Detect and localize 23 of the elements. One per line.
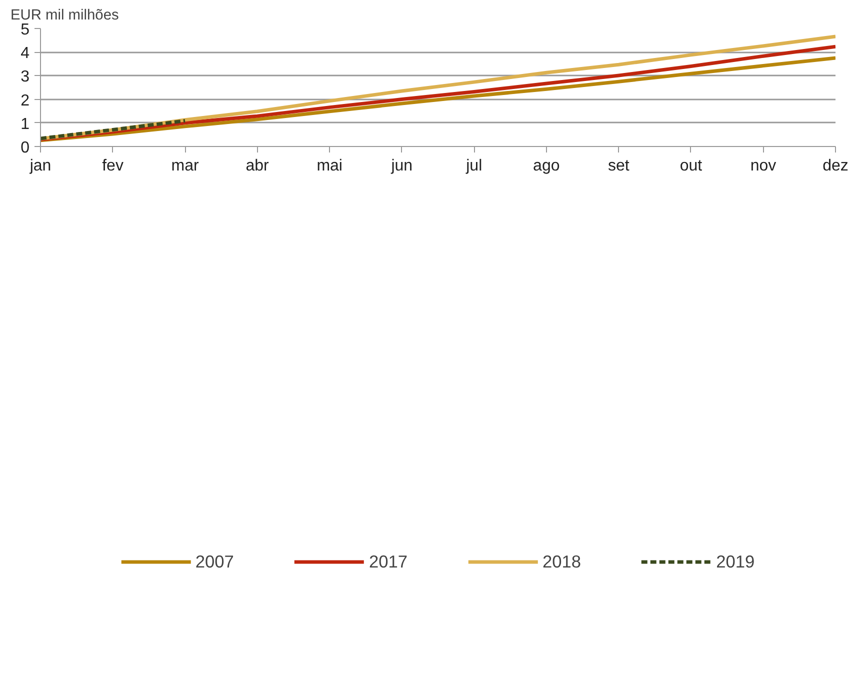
y-tick-label: 0 (20, 140, 30, 156)
x-tick-label: set (608, 158, 630, 174)
y-tick-label: 2 (20, 92, 30, 110)
x-tick-label: jan (28, 158, 52, 174)
legend-label: 2018 (542, 551, 582, 572)
y-tick-label: 4 (20, 45, 30, 62)
x-tick-label: mai (316, 158, 342, 174)
y-tick-label: 3 (20, 68, 30, 86)
x-tick-label: fev (102, 158, 124, 174)
legend-label: 2007 (195, 551, 234, 572)
x-tick-label: mar (171, 158, 200, 174)
legend-label: 2017 (368, 551, 408, 572)
x-tick-label: jul (465, 158, 482, 174)
x-tick-label: nov (750, 158, 776, 174)
x-tick-label: ago (533, 158, 560, 174)
x-tick-label: out (680, 158, 703, 174)
y-tick-label: 5 (20, 22, 30, 38)
x-tick-label: abr (246, 158, 270, 174)
x-tick-label: jun (390, 158, 413, 174)
legend-label: 2019 (716, 551, 755, 572)
y-axis-title: EUR mil milhões (10, 8, 119, 24)
x-tick-label: dez (822, 158, 848, 174)
y-tick-label: 1 (20, 116, 30, 133)
